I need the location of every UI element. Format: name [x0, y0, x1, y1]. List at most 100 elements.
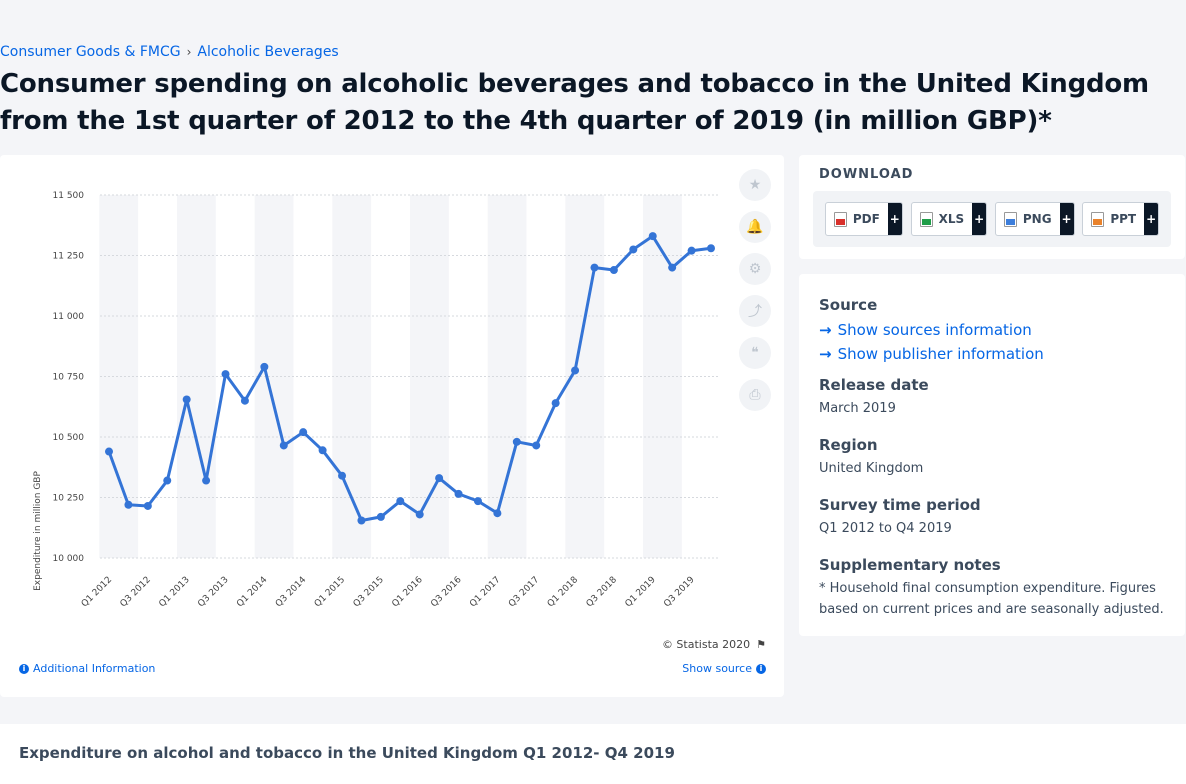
region-heading: Region — [819, 436, 878, 454]
data-point — [396, 497, 405, 506]
y-tick-label: 10 000 — [53, 554, 85, 564]
download-pdf-button[interactable]: PDF + — [824, 202, 903, 236]
data-point — [435, 474, 444, 483]
data-point — [240, 396, 249, 405]
description-title: Expenditure on alcohol and tobacco in th… — [19, 744, 675, 762]
xls-file-icon — [919, 211, 933, 227]
download-xls-button[interactable]: XLS + — [910, 202, 988, 236]
data-point — [532, 441, 541, 450]
download-png-label: PNG — [1022, 212, 1052, 226]
y-tick-label: 10 500 — [53, 433, 85, 443]
data-point — [260, 362, 269, 371]
data-point — [512, 437, 521, 446]
y-tick-label: 11 000 — [53, 312, 85, 322]
chart-card: 10 000 10 250 10 500 10 750 11 000 11 250 11 5… — [0, 155, 784, 697]
page-title: Consumer spending on alcoholic beverages… — [0, 69, 1149, 136]
source-heading: Source — [819, 296, 878, 314]
y-tick-label: 10 250 — [53, 494, 85, 504]
arrow-right-icon: → — [819, 321, 832, 339]
download-png-button[interactable]: PNG + — [994, 202, 1075, 236]
x-tick-label: Q1 2015 — [313, 575, 347, 609]
info-icon: i — [756, 663, 766, 674]
x-tick-label: Q3 2014 — [274, 575, 309, 610]
data-point — [318, 446, 327, 455]
data-point — [376, 512, 385, 521]
release-date-value: March 2019 — [819, 401, 896, 416]
download-card: DOWNLOAD PDF + XLS + PNG + PPT + — [799, 155, 1185, 259]
data-point — [551, 399, 560, 408]
data-point — [415, 510, 424, 519]
x-tick-label: Q1 2019 — [624, 575, 659, 610]
supplementary-notes-heading: Supplementary notes — [819, 556, 1001, 574]
x-tick-label: Q1 2016 — [390, 575, 425, 610]
share-icon[interactable]: ⤴ — [739, 295, 771, 327]
quote-icon[interactable]: ❝ — [739, 337, 771, 369]
x-tick-label: Q3 2015 — [352, 575, 386, 609]
data-point — [221, 370, 230, 379]
chart-toolbar: ★ 🔔 ⚙ ⤴ ❝ ⎙ — [739, 169, 771, 411]
download-ppt-label: PPT — [1110, 212, 1137, 226]
gear-icon[interactable]: ⚙ — [739, 253, 771, 285]
x-tick-label: Q1 2018 — [546, 575, 581, 610]
flag-icon[interactable]: ⚑ — [756, 638, 766, 651]
x-tick-label: Q3 2017 — [507, 575, 541, 609]
show-sources-link[interactable]: → Show sources information — [819, 318, 1165, 342]
survey-period-heading: Survey time period — [819, 496, 981, 514]
data-point — [629, 245, 638, 254]
breadcrumb-item-alcoholic-beverages[interactable]: Alcoholic Beverages — [197, 44, 339, 60]
region-value: United Kingdom — [819, 461, 924, 476]
plus-icon: + — [972, 203, 987, 235]
data-point — [687, 246, 696, 255]
y-tick-label: 11 250 — [53, 252, 85, 262]
download-ppt-button[interactable]: PPT + — [1082, 202, 1160, 236]
x-tick-label: Q1 2013 — [157, 575, 191, 609]
data-point — [454, 489, 463, 498]
arrow-right-icon: → — [819, 345, 832, 363]
star-icon[interactable]: ★ — [739, 169, 771, 201]
show-publisher-label: Show publisher information — [837, 345, 1044, 363]
data-point — [668, 263, 677, 272]
description-section: Expenditure on alcohol and tobacco in th… — [0, 724, 1186, 784]
x-tick-label: Q3 2018 — [585, 575, 620, 610]
x-tick-label: Q3 2012 — [119, 575, 153, 609]
download-buttons: PDF + XLS + PNG + PPT + — [813, 191, 1171, 247]
y-tick-label: 10 750 — [53, 373, 85, 383]
download-title: DOWNLOAD — [819, 167, 914, 182]
x-tick-label: Q3 2019 — [662, 575, 697, 610]
data-point — [124, 500, 133, 509]
copyright-text: © Statista 2020 — [661, 638, 751, 651]
data-point — [338, 471, 347, 480]
y-tick-label: 11 500 — [53, 191, 85, 201]
x-tick-label: Q1 2012 — [80, 575, 114, 609]
survey-period-value: Q1 2012 to Q4 2019 — [819, 521, 952, 536]
data-point — [182, 395, 191, 404]
show-source-link[interactable]: Show source i — [682, 662, 766, 675]
download-xls-label: XLS — [938, 212, 965, 226]
breadcrumb-separator: › — [186, 45, 192, 59]
print-icon[interactable]: ⎙ — [739, 379, 771, 411]
x-tick-label: Q1 2017 — [468, 575, 502, 609]
breadcrumb-item-consumer-goods[interactable]: Consumer Goods & FMCG — [0, 44, 181, 60]
pdf-file-icon — [833, 211, 847, 227]
x-tick-label: Q3 2016 — [429, 575, 464, 610]
data-point — [163, 476, 172, 485]
data-point — [493, 509, 502, 518]
data-point — [357, 516, 366, 525]
line-chart: 10 000 10 250 10 500 10 750 11 000 11 250 11 5… — [33, 191, 720, 610]
show-publisher-link[interactable]: → Show publisher information — [819, 342, 1165, 366]
data-point — [299, 428, 308, 437]
data-point — [571, 366, 580, 375]
data-point — [707, 244, 715, 253]
plus-icon: + — [887, 203, 902, 235]
data-point — [609, 266, 618, 275]
data-point — [143, 501, 152, 510]
supplementary-notes-value: * Household final consumption expenditur… — [819, 581, 1164, 617]
data-point — [648, 232, 657, 241]
statistic-details-card: Source → Show sources information → Show p… — [799, 274, 1185, 636]
data-point — [279, 441, 288, 450]
additional-information-link[interactable]: i Additional Information — [19, 662, 155, 675]
data-point — [473, 497, 482, 506]
bell-icon[interactable]: 🔔 — [739, 211, 771, 243]
additional-information-label: Additional Information — [33, 662, 156, 675]
data-point — [202, 476, 211, 485]
